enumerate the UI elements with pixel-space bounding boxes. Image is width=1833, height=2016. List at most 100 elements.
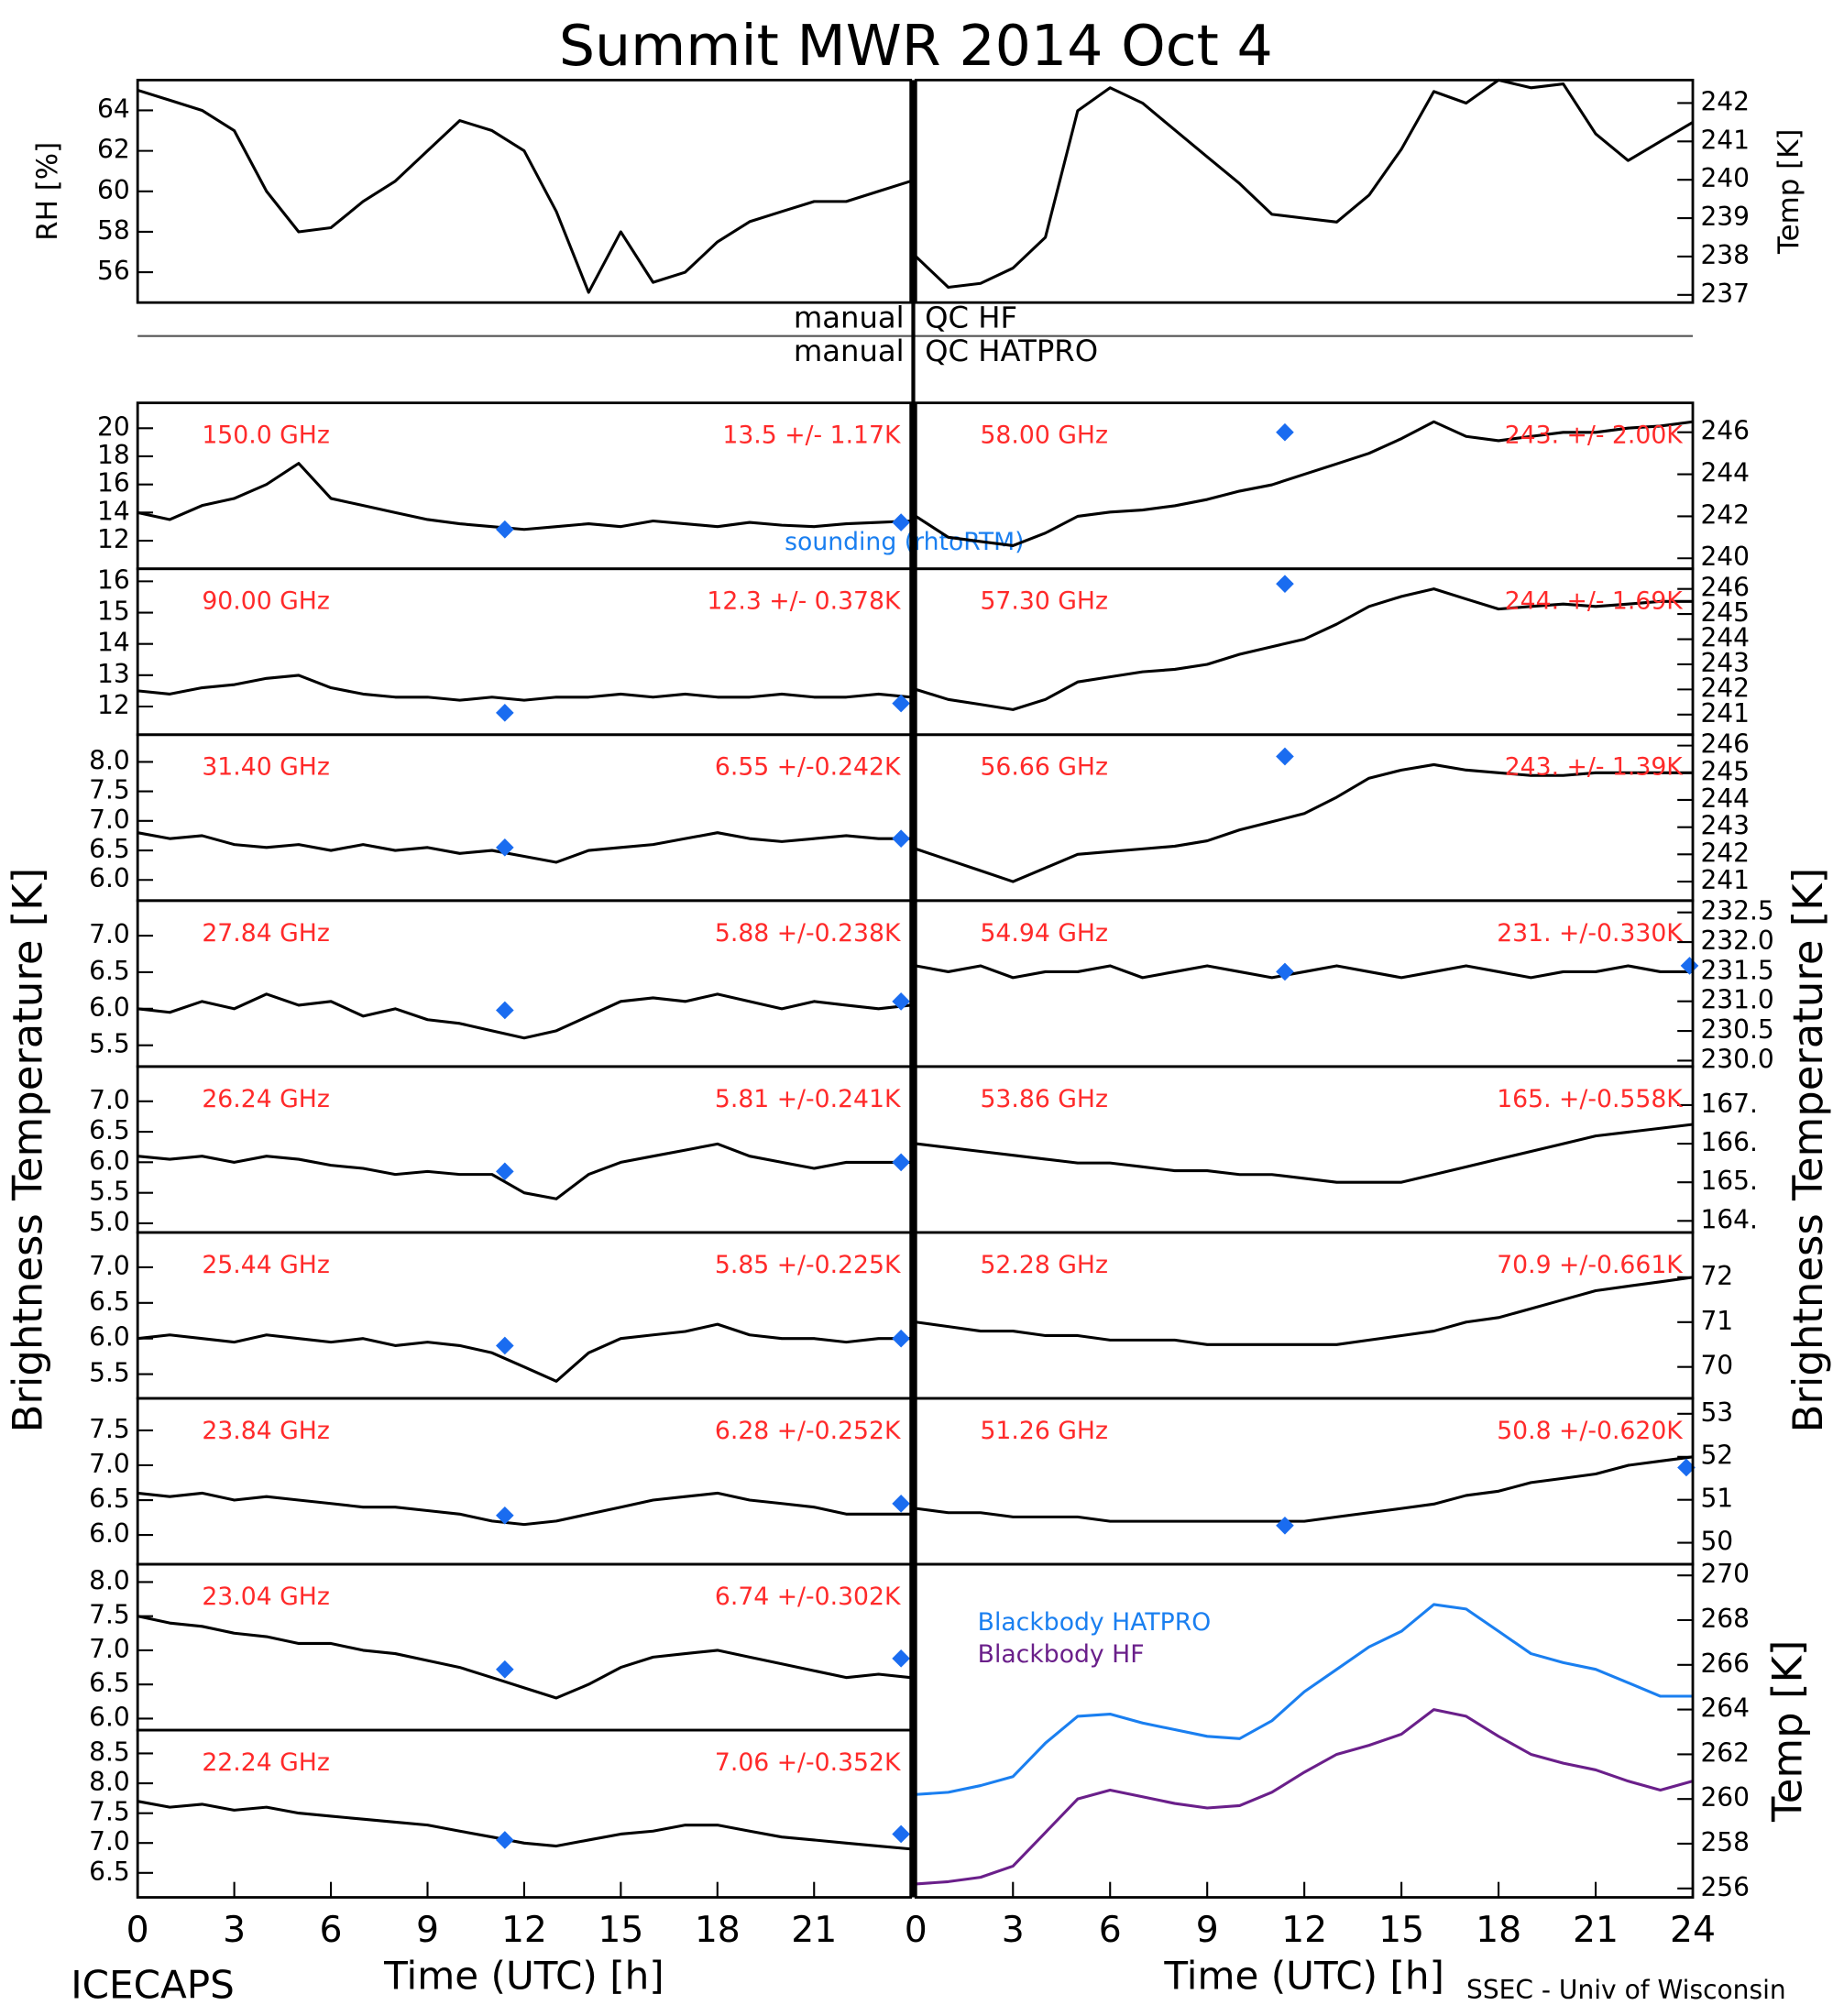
data-line <box>916 1708 1694 1886</box>
qc-label: QC HATPRO <box>925 334 1098 368</box>
sounding-marker <box>892 1824 910 1844</box>
y-tick-label: 230.0 <box>1700 1044 1773 1074</box>
channel-stat: 243. +/- 2.00K <box>1505 422 1685 450</box>
channel-stat: 5.81 +/-0.241K <box>715 1085 902 1113</box>
channel-stat: 6.28 +/-0.252K <box>715 1417 902 1445</box>
y-tick-label: 72 <box>1700 1261 1733 1291</box>
y-tick-label: 6.0 <box>89 992 130 1023</box>
channel-label: 56.66 GHz <box>980 753 1107 782</box>
sounding-marker <box>496 1506 514 1525</box>
y-tick-label: 264 <box>1700 1693 1750 1724</box>
data-line <box>916 1603 1694 1796</box>
y-tick-label: 7.0 <box>89 1634 130 1664</box>
y-tick-label: 232.5 <box>1700 896 1773 926</box>
y-tick-label: 243 <box>1700 648 1750 678</box>
data-line <box>916 1123 1694 1184</box>
sounding-marker <box>1276 747 1294 766</box>
channel-stat: 7.06 +/-0.352K <box>715 1748 902 1777</box>
channel-label: 57.30 GHz <box>980 587 1107 616</box>
panel-frame <box>136 1728 913 1899</box>
channel-label: 58.00 GHz <box>980 422 1107 450</box>
data-line <box>137 1615 911 1700</box>
y-tick-label: 240 <box>1700 542 1750 572</box>
x-tick-label: 15 <box>1378 1910 1424 1951</box>
y-tick-label: 15 <box>97 597 130 627</box>
x-tick-label: 12 <box>501 1910 547 1951</box>
y-tick-label: 8.0 <box>89 745 130 775</box>
y-tick-label: 13 <box>97 659 130 689</box>
y-tick-label: 18 <box>97 440 130 470</box>
y-tick-label: 70 <box>1700 1351 1733 1381</box>
y-tick-label: 164. <box>1700 1204 1757 1234</box>
y-tick-label: 241 <box>1700 125 1750 155</box>
x-tick-label: 21 <box>791 1910 837 1951</box>
y-tick-label: 8.5 <box>89 1737 130 1767</box>
y-tick-label: 231.5 <box>1700 955 1773 985</box>
data-line <box>137 992 911 1040</box>
y-tick-label: 6.0 <box>89 863 130 893</box>
y-tick-label: 5.0 <box>89 1207 130 1237</box>
channel-label: 23.04 GHz <box>202 1583 329 1611</box>
channel-stat: 231. +/-0.330K <box>1497 919 1684 948</box>
y-tick-label: 8.0 <box>89 1565 130 1595</box>
y-tick-label: 7.0 <box>89 1449 130 1479</box>
y-tick-label: 244 <box>1700 783 1750 814</box>
y-tick-label: 51 <box>1700 1484 1733 1514</box>
sounding-marker <box>892 1329 910 1348</box>
channel-label: 31.40 GHz <box>202 753 329 782</box>
channel-stat: 13.5 +/- 1.17K <box>722 422 902 450</box>
y-tick-label: 231.0 <box>1700 985 1773 1015</box>
channel-label: 25.44 GHz <box>202 1251 329 1279</box>
channel-label: 26.24 GHz <box>202 1085 329 1113</box>
panel-frame <box>136 78 913 304</box>
y-axis-label: Temp [K] <box>1773 129 1806 255</box>
y-tick-label: 232.0 <box>1700 926 1773 956</box>
x-tick-label: 21 <box>1573 1910 1619 1951</box>
sounding-marker <box>496 1162 514 1181</box>
x-tick-label: 18 <box>1476 1910 1521 1951</box>
y-tick-label: 6.0 <box>89 1322 130 1353</box>
y-tick-label: 242 <box>1700 673 1750 703</box>
y-tick-label: 53 <box>1700 1397 1733 1428</box>
y-tick-label: 241 <box>1700 698 1750 729</box>
y-tick-label: 14 <box>97 628 130 658</box>
data-line <box>916 1455 1694 1523</box>
channel-label: 150.0 GHz <box>202 422 329 450</box>
y-axis-label: Brightness Temperature [K] <box>1784 868 1832 1433</box>
qc-label: manual <box>794 334 905 368</box>
y-axis-label: Brightness Temperature [K] <box>4 868 52 1433</box>
y-tick-label: 6.5 <box>89 834 130 864</box>
y-tick-label: 166. <box>1700 1127 1757 1157</box>
channel-label: 54.94 GHz <box>980 919 1107 948</box>
x-tick-label: 24 <box>1670 1910 1716 1951</box>
channel-label: 51.26 GHz <box>980 1417 1107 1445</box>
y-tick-label: 268 <box>1700 1604 1750 1634</box>
y-tick-label: 6.0 <box>89 1145 130 1176</box>
y-tick-label: 258 <box>1700 1827 1750 1857</box>
y-tick-label: 16 <box>97 564 130 595</box>
data-line <box>915 420 1694 547</box>
footer-label: ICECAPS <box>71 1962 235 2007</box>
panel-frame <box>914 1562 1695 1899</box>
channel-stat: 50.8 +/-0.620K <box>1497 1417 1684 1445</box>
sounding-marker <box>892 1649 910 1668</box>
footer-label: SSEC - Univ of Wisconsin <box>1466 1975 1786 2005</box>
sounding-marker <box>496 1660 514 1679</box>
sounding-marker <box>1276 1516 1294 1535</box>
y-tick-label: 262 <box>1700 1737 1750 1768</box>
y-tick-label: 7.5 <box>89 775 130 805</box>
y-tick-label: 245 <box>1700 756 1750 786</box>
sounding-marker <box>892 513 910 531</box>
y-tick-label: 7.5 <box>89 1414 130 1444</box>
y-tick-label: 14 <box>97 496 130 526</box>
y-tick-label: 266 <box>1700 1649 1750 1679</box>
y-tick-label: 64 <box>97 93 130 124</box>
y-tick-label: 5.5 <box>89 1029 130 1059</box>
y-axis-label: Temp [K] <box>1763 1640 1812 1823</box>
y-tick-label: 7.0 <box>89 1085 130 1115</box>
y-tick-label: 246 <box>1700 416 1750 446</box>
data-line <box>137 1142 911 1200</box>
x-tick-label: 3 <box>223 1910 246 1951</box>
channel-label: 27.84 GHz <box>202 919 329 948</box>
y-tick-label: 56 <box>97 256 130 286</box>
